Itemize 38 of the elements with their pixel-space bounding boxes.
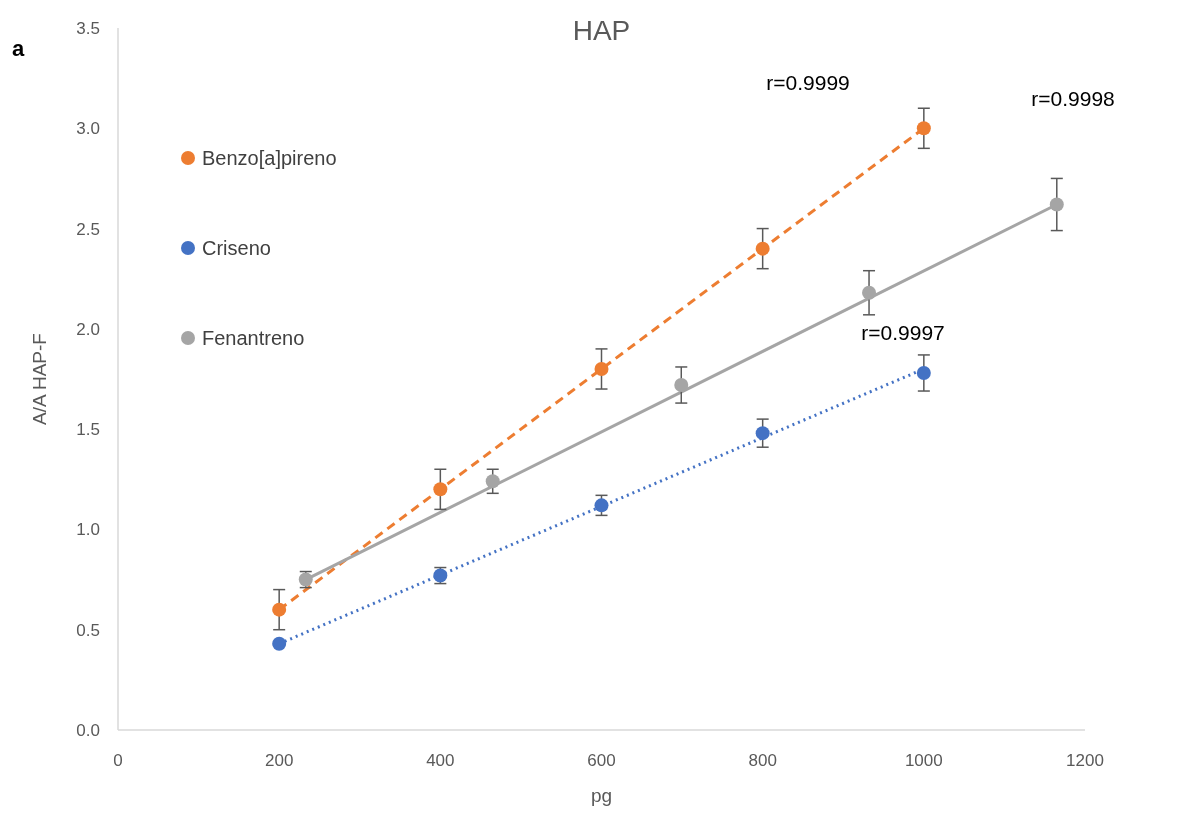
y-tick-label: 2.5 [76,219,100,239]
x-tick-label: 1200 [1066,750,1104,770]
point [485,474,500,489]
x-axis-title: pg [590,785,613,806]
point [755,426,770,441]
text: a [12,36,25,61]
point [1049,197,1064,212]
y-tick-label: 0.0 [76,720,100,740]
point [674,378,689,393]
legend-label: Fenantreno [202,327,305,349]
point [272,602,287,617]
point [272,636,287,651]
point [594,361,609,376]
y-tick-label: 3.0 [76,119,100,139]
x-tick-label: 400 [426,750,455,770]
x-tick-label: 0 [113,750,123,770]
y-tick-label: 1.0 [76,520,100,540]
x-tick-label: 200 [264,750,294,770]
annotation: r=0.9998 [1031,87,1115,110]
point [433,482,448,497]
point [862,285,877,300]
point [755,241,770,256]
legend-label: Benzo[a]pireno [202,147,337,169]
x-tick-label: 800 [748,750,777,770]
x-tick-label: 1000 [904,750,943,770]
y-tick-label: 3.5 [76,18,100,38]
y-tick-label: 2.0 [76,319,100,339]
legend-label: Criseno [202,237,271,259]
point [916,121,931,136]
point [916,365,931,380]
y-axis-title: A/A HAP-F [29,333,50,425]
y-tick-label: 1.5 [76,420,100,440]
annotation: r=0.9999 [766,71,850,94]
y-tick-label: 0.5 [76,620,100,640]
annotation: r=0.9997 [861,321,945,344]
chart-title: HAP [572,15,631,46]
x-tick-label: 600 [587,750,616,770]
point [594,498,609,513]
